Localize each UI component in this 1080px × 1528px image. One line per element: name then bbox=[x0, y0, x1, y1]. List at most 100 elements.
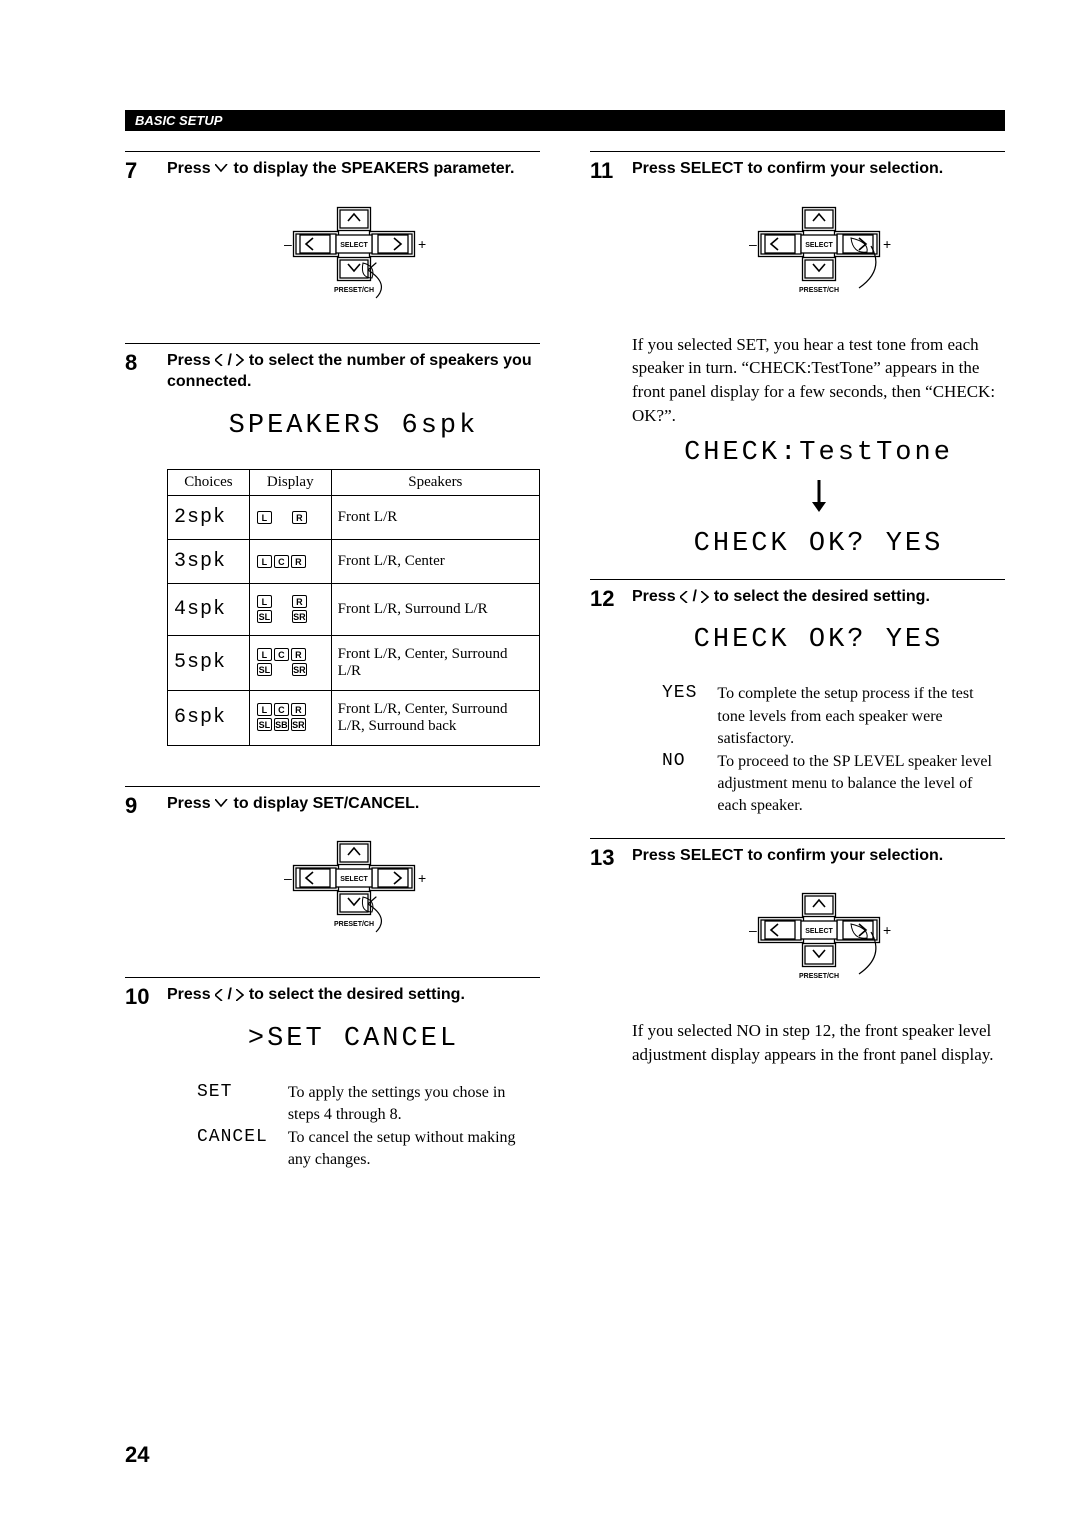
svg-text:–: – bbox=[284, 870, 292, 886]
table-header: Display bbox=[249, 469, 331, 495]
speaker-icon: SR bbox=[292, 610, 307, 623]
speaker-icon: SL bbox=[257, 718, 272, 731]
dpad-diagram: – + SELECT PRESET/CH bbox=[632, 196, 1005, 311]
speaker-icon: SL bbox=[257, 610, 272, 623]
step-11: 11 Press SELECT to confirm your selectio… bbox=[590, 151, 1005, 569]
step-8: 8 Press / to select the number of speake… bbox=[125, 343, 540, 776]
step-title: Press to display the SPEAKERS parameter. bbox=[167, 158, 540, 180]
svg-text:PRESET/CH: PRESET/CH bbox=[798, 973, 838, 980]
step-title: Press SELECT to confirm your selection. bbox=[632, 845, 1005, 867]
speaker-icon: L bbox=[257, 511, 272, 524]
option-value: To apply the settings you chose in steps… bbox=[288, 1082, 540, 1127]
svg-text:PRESET/CH: PRESET/CH bbox=[333, 921, 373, 928]
svg-text:SELECT: SELECT bbox=[340, 242, 368, 249]
svg-text:SELECT: SELECT bbox=[340, 876, 368, 883]
svg-text:+: + bbox=[883, 922, 891, 938]
speaker-icon: R bbox=[291, 555, 306, 568]
speakers-cell: Front L/R, Center, Surround L/R, Surroun… bbox=[331, 690, 539, 745]
step-number: 12 bbox=[590, 586, 618, 828]
table-row: 3spkLCRFront L/R, Center bbox=[168, 539, 540, 583]
section-banner: BASIC SETUP bbox=[125, 110, 1005, 131]
speaker-icon: L bbox=[257, 595, 272, 608]
step-number: 7 bbox=[125, 158, 153, 333]
speaker-icon: C bbox=[274, 703, 289, 716]
step-title: Press / to select the number of speakers… bbox=[167, 350, 540, 393]
lcd-display: >SET CANCEL bbox=[167, 1024, 540, 1054]
right-column: 11 Press SELECT to confirm your selectio… bbox=[590, 151, 1005, 1192]
options-list: SETTo apply the settings you chose in st… bbox=[197, 1082, 540, 1172]
speaker-icon: C bbox=[274, 555, 289, 568]
arrow-down-icon bbox=[632, 478, 1005, 519]
speakers-cell: Front L/R, Center, Surround L/R bbox=[331, 635, 539, 690]
speakers-table: ChoicesDisplaySpeakers 2spkLRFront L/R3s… bbox=[167, 469, 540, 746]
speaker-icon: R bbox=[292, 595, 307, 608]
dpad-diagram: – + SELECT PRESET/CH bbox=[167, 196, 540, 311]
svg-text:+: + bbox=[418, 870, 426, 886]
table-header: Speakers bbox=[331, 469, 539, 495]
speaker-icon: SR bbox=[291, 718, 306, 731]
svg-text:+: + bbox=[883, 236, 891, 252]
option-key: SET bbox=[197, 1082, 288, 1127]
speaker-icon: R bbox=[291, 703, 306, 716]
svg-text:+: + bbox=[418, 236, 426, 252]
speakers-cell: Front L/R, Center bbox=[331, 539, 539, 583]
option-value: To proceed to the SP LEVEL speaker level… bbox=[717, 751, 1005, 818]
option-key: CANCEL bbox=[197, 1127, 288, 1172]
step-title: Press / to select the desired setting. bbox=[167, 984, 540, 1006]
svg-text:PRESET/CH: PRESET/CH bbox=[333, 287, 373, 294]
display-cell: LR bbox=[249, 495, 331, 539]
table-header: Choices bbox=[168, 469, 250, 495]
speakers-cell: Front L/R, Surround L/R bbox=[331, 583, 539, 635]
lcd-display: CHECK:TestTone bbox=[632, 438, 1005, 468]
speaker-icon: C bbox=[274, 648, 289, 661]
page-number: 24 bbox=[125, 1442, 149, 1468]
svg-text:–: – bbox=[284, 236, 292, 252]
svg-text:SELECT: SELECT bbox=[805, 928, 833, 935]
table-row: 4spkLRSLSRFront L/R, Surround L/R bbox=[168, 583, 540, 635]
dpad-diagram: –+SELECTPRESET/CH bbox=[632, 882, 1005, 997]
speaker-icon: L bbox=[257, 555, 272, 568]
speakers-cell: Front L/R bbox=[331, 495, 539, 539]
step-title: Press SELECT to confirm your selection. bbox=[632, 158, 1005, 180]
svg-text:PRESET/CH: PRESET/CH bbox=[798, 287, 838, 294]
speaker-icon: L bbox=[257, 648, 272, 661]
lcd-display: CHECK OK? YES bbox=[632, 529, 1005, 559]
table-row: 2spkLRFront L/R bbox=[168, 495, 540, 539]
option-value: To cancel the setup without making any c… bbox=[288, 1127, 540, 1172]
option-key: YES bbox=[662, 683, 717, 750]
display-cell: LCR SLSBSR bbox=[249, 690, 331, 745]
choice-cell: 5spk bbox=[168, 635, 250, 690]
speaker-icon: R bbox=[291, 648, 306, 661]
option-row: YESTo complete the setup process if the … bbox=[662, 683, 1005, 750]
speaker-icon: L bbox=[257, 703, 272, 716]
step-12: 12 Press / to select the desired setting… bbox=[590, 579, 1005, 828]
options-list: YESTo complete the setup process if the … bbox=[662, 683, 1005, 817]
display-cell: LCRSLSR bbox=[249, 635, 331, 690]
step-title: Press / to select the desired setting. bbox=[632, 586, 1005, 608]
option-row: CANCELTo cancel the setup without making… bbox=[197, 1127, 540, 1172]
display-cell: LCR bbox=[249, 539, 331, 583]
step-paragraph: If you selected SET, you hear a test ton… bbox=[632, 333, 1005, 428]
choice-cell: 6spk bbox=[168, 690, 250, 745]
step-number: 11 bbox=[590, 158, 618, 569]
dpad-diagram: – + SELECT PRESET/CH bbox=[167, 830, 540, 945]
option-value: To complete the setup process if the tes… bbox=[717, 683, 1005, 750]
step-paragraph: If you selected NO in step 12, the front… bbox=[632, 1019, 1005, 1067]
step-9: 9 Press to display SET/CANCEL. – + SELECT P… bbox=[125, 786, 540, 968]
step-title: Press to display SET/CANCEL. bbox=[167, 793, 540, 815]
svg-text:SELECT: SELECT bbox=[805, 242, 833, 249]
svg-text:–: – bbox=[749, 236, 757, 252]
choice-cell: 2spk bbox=[168, 495, 250, 539]
table-row: 5spkLCRSLSRFront L/R, Center, Surround L… bbox=[168, 635, 540, 690]
step-13: 13 Press SELECT to confirm your selectio… bbox=[590, 838, 1005, 1073]
step-7: 7 Press to display the SPEAKERS paramete… bbox=[125, 151, 540, 333]
left-column: 7 Press to display the SPEAKERS paramete… bbox=[125, 151, 540, 1192]
display-cell: L R SL SR bbox=[249, 583, 331, 635]
speaker-icon: R bbox=[292, 511, 307, 524]
speaker-icon: SB bbox=[274, 718, 289, 731]
lcd-display: CHECK OK? YES bbox=[632, 625, 1005, 655]
step-number: 10 bbox=[125, 984, 153, 1181]
choice-cell: 3spk bbox=[168, 539, 250, 583]
step-number: 9 bbox=[125, 793, 153, 968]
step-10: 10 Press / to select the desired setting… bbox=[125, 977, 540, 1181]
